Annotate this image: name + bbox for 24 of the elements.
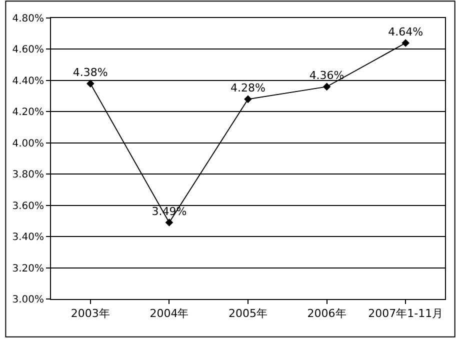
x-tick-label: 2004年 — [150, 307, 189, 320]
y-tick-label: 4.60% — [12, 44, 44, 56]
y-tick-label: 3.20% — [12, 263, 44, 274]
point — [165, 218, 174, 226]
data-label: 4.28% — [230, 82, 266, 95]
point — [402, 39, 410, 47]
x-tick-label: 2006年 — [307, 307, 346, 320]
y-tick-label: 3.40% — [12, 232, 44, 244]
data-label: 4.36% — [309, 69, 344, 82]
point — [244, 95, 252, 104]
x-tick-label: 2005年 — [228, 307, 268, 320]
y-tick-label: 4.80% — [12, 14, 44, 24]
y-tick-label: 4.40% — [12, 76, 44, 87]
point — [322, 82, 331, 91]
y-tick-label: 3.80% — [12, 170, 44, 181]
y-tick-label: 4.20% — [12, 107, 44, 118]
point — [86, 80, 94, 88]
y-tick-label: 4.00% — [12, 138, 44, 150]
y-tick-label: 3.60% — [12, 200, 44, 212]
y-tick-label: 3.00% — [12, 294, 44, 306]
data-label: 4.38% — [72, 66, 108, 80]
data-label: 4.64% — [388, 25, 424, 38]
x-tick-label: 2003年 — [70, 307, 110, 320]
x-tick-label: 2007年1-11月 — [368, 307, 444, 320]
